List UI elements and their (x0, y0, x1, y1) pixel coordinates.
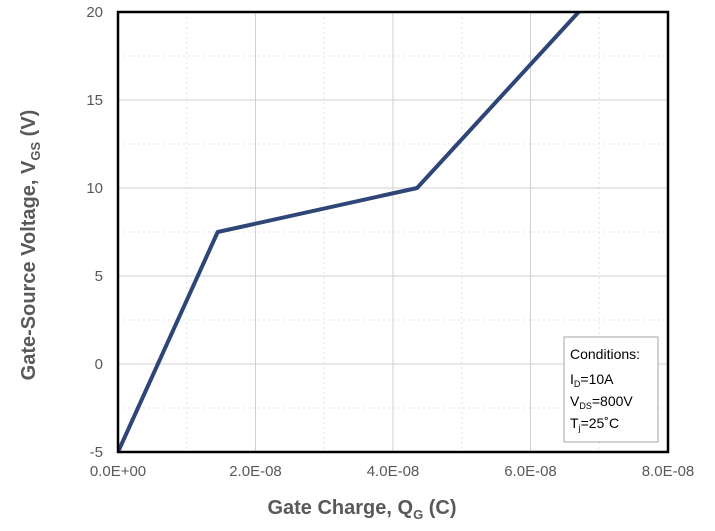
x-tick-label: 2.0E-08 (229, 463, 282, 480)
y-axis-title-sub: GS (28, 142, 43, 161)
conditions-line-title: Conditions: (570, 346, 640, 362)
conditions-box-border (563, 336, 659, 443)
y-axis-title: Gate-Source Voltage, VGS (V) (18, 110, 43, 381)
y-tick-label: 5 (95, 268, 103, 285)
tj-value: =25˚C (581, 415, 620, 431)
conditions-line-vds: VDS=800V (570, 393, 633, 411)
conditions-line-id: ID=10A (570, 371, 614, 389)
x-tick-label: 0.0E+00 (90, 463, 146, 480)
y-axis-title-main: Gate-Source Voltage, V (18, 160, 40, 380)
vds-value: =800V (592, 393, 634, 409)
x-axis-title-main: Gate Charge, Q (267, 497, 413, 519)
y-tick-label: 0 (95, 356, 103, 373)
y-tick-label: 10 (86, 180, 103, 197)
y-tick-label: 20 (86, 4, 103, 21)
x-tick-label: 6.0E-08 (504, 463, 557, 480)
x-axis-title-unit: (C) (423, 497, 456, 519)
y-tick-label: -5 (90, 444, 103, 461)
y-tick-labels: -5 0 5 10 15 20 (86, 4, 103, 461)
y-axis-title-unit: (V) (18, 110, 40, 142)
x-tick-label: 4.0E-08 (367, 463, 420, 480)
conditions-annotation: Conditions: ID=10A VDS=800V Tj=25˚C (563, 336, 659, 443)
major-gridlines (118, 12, 668, 452)
x-axis-title: Gate Charge, QG (C) (267, 497, 456, 522)
plot-area-border (116, 10, 670, 454)
id-value: =10A (580, 371, 614, 387)
x-tick-labels: 0.0E+00 2.0E-08 4.0E-08 6.0E-08 8.0E-08 (90, 463, 694, 480)
vds-subscript: DS (579, 401, 592, 411)
series-layer (118, 12, 581, 452)
id-subscript: D (574, 379, 581, 389)
series-line-0 (118, 12, 581, 452)
tj-symbol: T (570, 415, 579, 431)
x-tick-label: 8.0E-08 (642, 463, 695, 480)
conditions-line-tj: Tj=25˚C (570, 415, 619, 433)
conditions-title-text: Conditions: (570, 346, 640, 362)
y-tick-label: 15 (86, 92, 103, 109)
tj-subscript: j (578, 423, 581, 433)
vds-symbol: V (570, 393, 580, 409)
id-symbol: I (570, 371, 574, 387)
x-axis-title-sub: G (413, 507, 423, 522)
